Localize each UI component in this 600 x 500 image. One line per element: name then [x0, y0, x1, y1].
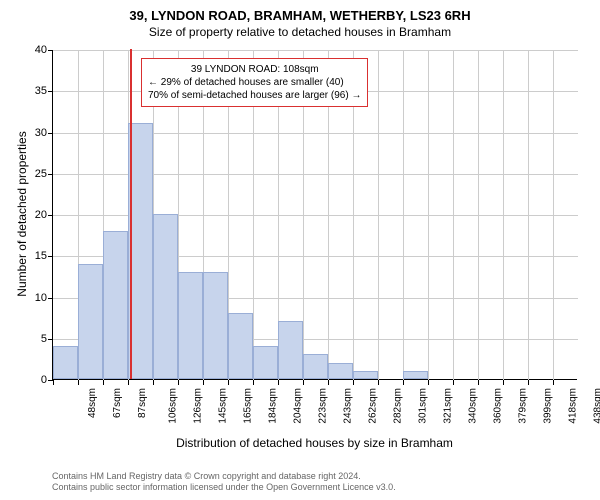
xtick-mark: [353, 380, 354, 385]
ytick-label: 0: [25, 374, 47, 386]
xtick-label: 165sqm: [243, 388, 254, 424]
xtick-mark: [528, 380, 529, 385]
xtick-label: 399sqm: [543, 388, 554, 424]
ytick-mark: [48, 174, 53, 175]
xtick-label: 204sqm: [293, 388, 304, 424]
ytick-mark: [48, 91, 53, 92]
xtick-mark: [103, 380, 104, 385]
annotation-box: 39 LYNDON ROAD: 108sqm← 29% of detached …: [141, 58, 368, 107]
marker-line: [130, 49, 132, 379]
histogram-bar: [278, 321, 303, 379]
gridline-v: [478, 50, 479, 380]
gridline-v: [553, 50, 554, 380]
histogram-bar: [178, 272, 203, 379]
xtick-mark: [503, 380, 504, 385]
xtick-label: 379sqm: [518, 388, 529, 424]
xtick-mark: [328, 380, 329, 385]
histogram-bar: [103, 231, 128, 380]
xtick-mark: [203, 380, 204, 385]
xtick-mark: [428, 380, 429, 385]
xtick-mark: [453, 380, 454, 385]
xtick-label: 223sqm: [318, 388, 329, 424]
xtick-mark: [178, 380, 179, 385]
xtick-label: 282sqm: [393, 388, 404, 424]
xtick-mark: [53, 380, 54, 385]
xtick-mark: [128, 380, 129, 385]
histogram-bar: [253, 346, 278, 379]
histogram-bar: [53, 346, 78, 379]
xtick-mark: [78, 380, 79, 385]
xtick-label: 67sqm: [112, 388, 123, 418]
histogram-bar: [78, 264, 103, 380]
xtick-label: 418sqm: [568, 388, 579, 424]
histogram-bar: [153, 214, 178, 379]
plot-region: 051015202530354048sqm67sqm87sqm106sqm126…: [52, 50, 577, 380]
ytick-mark: [48, 133, 53, 134]
chart-title: 39, LYNDON ROAD, BRAMHAM, WETHERBY, LS23…: [0, 0, 600, 23]
xtick-mark: [278, 380, 279, 385]
xtick-label: 360sqm: [493, 388, 504, 424]
chart-subtitle: Size of property relative to detached ho…: [0, 23, 600, 39]
histogram-bar: [403, 371, 428, 379]
histogram-bar: [203, 272, 228, 379]
histogram-bar: [303, 354, 328, 379]
ytick-mark: [48, 339, 53, 340]
x-axis-label: Distribution of detached houses by size …: [52, 436, 577, 450]
xtick-label: 340sqm: [468, 388, 479, 424]
xtick-mark: [378, 380, 379, 385]
xtick-mark: [303, 380, 304, 385]
gridline-v: [378, 50, 379, 380]
xtick-label: 301sqm: [418, 388, 429, 424]
gridline-v: [528, 50, 529, 380]
xtick-label: 106sqm: [168, 388, 179, 424]
ytick-label: 5: [25, 333, 47, 345]
histogram-bar: [353, 371, 378, 379]
xtick-mark: [403, 380, 404, 385]
ytick-mark: [48, 50, 53, 51]
ytick-label: 40: [25, 44, 47, 56]
annotation-line-3: 70% of semi-detached houses are larger (…: [148, 89, 361, 102]
xtick-label: 438sqm: [593, 388, 600, 424]
histogram-bar: [328, 363, 353, 380]
chart-area: 051015202530354048sqm67sqm87sqm106sqm126…: [52, 50, 577, 380]
xtick-label: 48sqm: [87, 388, 98, 418]
ytick-mark: [48, 298, 53, 299]
xtick-label: 321sqm: [443, 388, 454, 424]
xtick-label: 145sqm: [218, 388, 229, 424]
xtick-mark: [553, 380, 554, 385]
gridline-v: [428, 50, 429, 380]
ytick-mark: [48, 215, 53, 216]
gridline-v: [403, 50, 404, 380]
footer-line-2: Contains public sector information licen…: [52, 482, 396, 494]
gridline-v: [453, 50, 454, 380]
y-axis-label: Number of detached properties: [15, 114, 29, 314]
annotation-line-1: 39 LYNDON ROAD: 108sqm: [148, 63, 361, 76]
gridline-v: [503, 50, 504, 380]
xtick-mark: [478, 380, 479, 385]
annotation-line-2: ← 29% of detached houses are smaller (40…: [148, 76, 361, 89]
ytick-mark: [48, 256, 53, 257]
xtick-mark: [153, 380, 154, 385]
xtick-label: 87sqm: [137, 388, 148, 418]
histogram-bar: [228, 313, 253, 379]
ytick-label: 35: [25, 85, 47, 97]
xtick-label: 243sqm: [343, 388, 354, 424]
xtick-label: 184sqm: [268, 388, 279, 424]
xtick-mark: [228, 380, 229, 385]
footer-line-1: Contains HM Land Registry data © Crown c…: [52, 471, 396, 483]
xtick-mark: [253, 380, 254, 385]
xtick-label: 262sqm: [368, 388, 379, 424]
xtick-label: 126sqm: [193, 388, 204, 424]
footer: Contains HM Land Registry data © Crown c…: [52, 471, 396, 494]
